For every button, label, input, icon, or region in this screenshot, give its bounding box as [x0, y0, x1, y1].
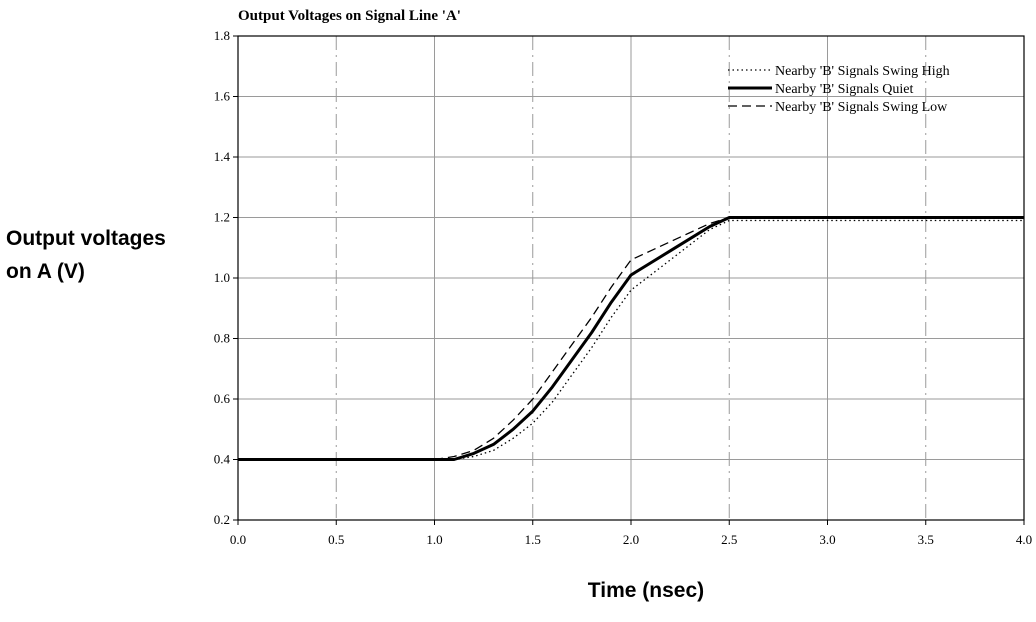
y-tick-label: 1.2 — [214, 210, 230, 225]
x-tick-label: 1.5 — [525, 532, 541, 547]
x-tick-label: 1.0 — [426, 532, 442, 547]
y-tick-label: 0.8 — [214, 331, 230, 346]
grid — [238, 36, 1024, 520]
chart-title: Output Voltages on Signal Line 'A' — [238, 8, 461, 24]
y-axis-label-line-2: on A (V) — [6, 260, 85, 283]
y-tick-label: 1.8 — [214, 28, 230, 43]
x-tick-label: 3.5 — [918, 532, 934, 547]
x-axis-label: Time (nsec) — [588, 579, 704, 602]
legend-label-swing-low: Nearby 'B' Signals Swing Low — [775, 100, 948, 115]
y-axis-label-line-1: Output voltages — [6, 227, 166, 250]
series-lines — [238, 216, 1024, 461]
x-tick-label: 0.5 — [328, 532, 344, 547]
y-tick-label: 1.6 — [214, 89, 231, 104]
x-tick-label: 3.0 — [819, 532, 835, 547]
x-tick-label: 2.0 — [623, 532, 639, 547]
legend-label-quiet: Nearby 'B' Signals Quiet — [775, 82, 914, 97]
series-line-swing-low — [238, 216, 1024, 461]
x-tick-label: 0.0 — [230, 532, 246, 547]
axis-ticks: 0.0 0.5 1.0 1.5 2.0 2.5 3.0 3.5 4.0 0.2 0.4 0.6 0.8 1… — [214, 28, 1032, 547]
series-line-swing-high — [238, 219, 1024, 461]
y-tick-label: 0.2 — [214, 512, 230, 527]
x-tick-label: 2.5 — [721, 532, 737, 547]
y-tick-label: 1.0 — [214, 270, 230, 285]
y-tick-label: 0.6 — [214, 391, 231, 406]
x-tick-label: 4.0 — [1016, 532, 1032, 547]
legend-label-swing-high: Nearby 'B' Signals Swing High — [775, 64, 950, 79]
y-tick-label: 0.4 — [214, 452, 231, 467]
legend: Nearby 'B' Signals Swing High Nearby 'B'… — [728, 64, 950, 115]
y-tick-label: 1.4 — [214, 149, 231, 164]
